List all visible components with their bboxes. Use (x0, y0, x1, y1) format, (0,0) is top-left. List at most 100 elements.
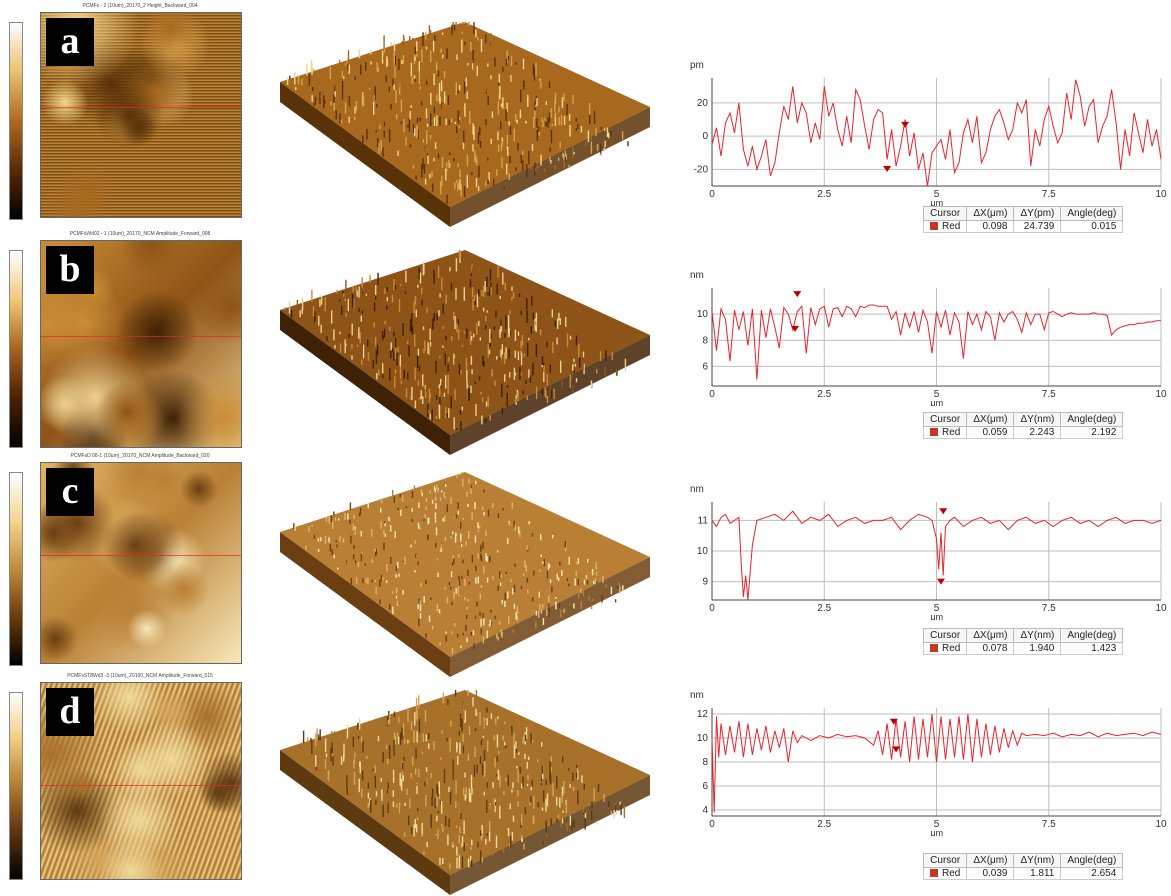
cursor-color-swatch (930, 869, 938, 877)
x-tick-label: 5 (934, 189, 940, 200)
x-axis-label: μm (931, 612, 944, 620)
y-tick-label: 12 (697, 709, 709, 720)
cursor-dy: 2.243 (1013, 426, 1062, 439)
y-tick-label: 9 (702, 577, 708, 588)
angle-header: Angle(deg) (1060, 628, 1124, 643)
scan-line (41, 555, 241, 556)
scan-line (41, 106, 241, 108)
cursor-marker (939, 508, 948, 515)
y-tick-label: 10 (697, 546, 709, 557)
cursor-marker (883, 166, 892, 173)
x-tick-label: 0 (709, 603, 715, 614)
dx-header: ΔX(μm) (966, 853, 1015, 868)
cursor-dx: 0.059 (966, 426, 1015, 439)
height-profile-d: nm 0 2.5 5 7.5 10 4 6 8 10 12 μm (690, 690, 1167, 836)
cursor-marker (889, 718, 898, 725)
colorbar-c (9, 472, 23, 666)
row-c: PCMFsD 08-1 (10um)_20170_NCM Amplitude_B… (0, 452, 1171, 677)
panel-letter-a: a (46, 18, 94, 66)
angle-header: Angle(deg) (1060, 412, 1124, 427)
x-tick-label: 0 (709, 389, 715, 400)
cursor-name: Red (922, 642, 968, 655)
row-a: PCMFs - 2 (10um)_20170_2 Height_Backward… (0, 0, 1171, 233)
cursor-dx: 0.078 (966, 642, 1015, 655)
scan-title-a: PCMFs - 2 (10um)_20170_2 Height_Backward… (82, 3, 198, 9)
dy-header: ΔY(nm) (1013, 412, 1062, 427)
cursor-color-swatch (930, 644, 938, 652)
dy-header: ΔY(pm) (1013, 206, 1062, 221)
panel-letter-d: d (46, 688, 94, 736)
x-axis-label: μm (931, 828, 944, 836)
afm-3d-view-d (280, 690, 650, 895)
y-tick-label: 6 (702, 781, 708, 792)
surface-side-right (450, 557, 650, 677)
y-tick-label: 6 (702, 361, 708, 372)
colorbar-b (9, 250, 23, 448)
panel-letter-c: c (46, 468, 94, 516)
surface-side-right (450, 107, 650, 227)
scan-title-d: PCMFsST8Wd3 -3 (10um)_20100_NCM Amplitud… (67, 673, 213, 679)
x-tick-label: 0 (709, 189, 715, 200)
x-tick-label: 2.5 (817, 389, 831, 400)
scan-line (41, 784, 241, 786)
x-tick-label: 10 (1155, 189, 1167, 200)
cursor-marker (901, 121, 910, 128)
cursor-header: Cursor (922, 853, 968, 868)
x-tick-label: 10 (1155, 603, 1167, 614)
x-tick-label: 7.5 (1042, 603, 1056, 614)
dx-header: ΔX(μm) (966, 628, 1015, 643)
dx-header: ΔX(μm) (966, 412, 1015, 427)
cursor-name: Red (922, 867, 968, 880)
cursor-dx: 0.098 (966, 220, 1015, 233)
surface-side-left (280, 750, 450, 895)
profile-series-line (711, 304, 1161, 380)
scan-line (41, 335, 241, 337)
dy-header: ΔY(nm) (1013, 853, 1062, 868)
y-tick-label: 4 (702, 805, 708, 816)
colorbar-d (9, 692, 23, 880)
cursor-color-swatch (930, 222, 938, 230)
scan-title-c: PCMFsD 08-1 (10um)_20170_NCM Amplitude_B… (70, 453, 210, 459)
y-tick-label: 20 (697, 98, 709, 109)
y-tick-label: 8 (702, 335, 708, 346)
cursor-dy: 1.811 (1013, 867, 1062, 880)
surface-side-left (280, 532, 450, 677)
cursor-marker (791, 325, 800, 332)
afm-3d-view-b (280, 250, 650, 455)
afm-2d-image-d (40, 682, 242, 880)
x-tick-label: 5 (934, 819, 940, 830)
cursor-table-b: Cursor ΔX(μm) ΔY(nm) Angle(deg) Red 0.05… (922, 412, 1124, 439)
surface-side-left (280, 310, 450, 455)
x-axis-label: μm (931, 198, 944, 206)
colorbar-a (9, 22, 23, 220)
afm-3d-view-c (280, 472, 650, 677)
cursor-table-d: Cursor ΔX(μm) ΔY(nm) Angle(deg) Red 0.03… (922, 853, 1124, 880)
cursor-dx: 0.039 (966, 867, 1015, 880)
cursor-header: Cursor (922, 206, 968, 221)
x-tick-label: 7.5 (1042, 819, 1056, 830)
panel-letter-b: b (46, 246, 94, 294)
y-tick-label: 10 (697, 309, 709, 320)
cursor-table-a: Cursor ΔX(μm) ΔY(pm) Angle(deg) Red 0.09… (922, 206, 1124, 233)
y-tick-label: 11 (698, 515, 709, 526)
surface-side-left (280, 82, 450, 227)
x-tick-label: 2.5 (817, 189, 831, 200)
cursor-angle: 2.192 (1060, 426, 1124, 439)
surface-top-face (280, 250, 650, 435)
row-d: PCMFsST8Wd3 -3 (10um)_20100_NCM Amplitud… (0, 672, 1171, 895)
profile-series-line (711, 713, 1162, 813)
x-tick-label: 5 (934, 603, 940, 614)
height-profile-c: nm 0 2.5 5 7.5 10 9 10 11 μm (690, 484, 1167, 620)
height-profile-a: pm 0 2.5 5 7.5 10 -20 0 20 μm (690, 60, 1167, 206)
y-unit-label: nm (690, 484, 704, 495)
surface-top-face (280, 690, 650, 875)
x-tick-label: 7.5 (1042, 389, 1056, 400)
x-tick-label: 0 (709, 819, 715, 830)
cursor-name: Red (922, 220, 968, 233)
x-axis-label: μm (931, 398, 944, 406)
x-tick-label: 5 (934, 389, 940, 400)
afm-3d-view-a (280, 22, 650, 227)
x-tick-label: 2.5 (817, 603, 831, 614)
angle-header: Angle(deg) (1060, 853, 1124, 868)
y-unit-label: nm (690, 270, 704, 281)
